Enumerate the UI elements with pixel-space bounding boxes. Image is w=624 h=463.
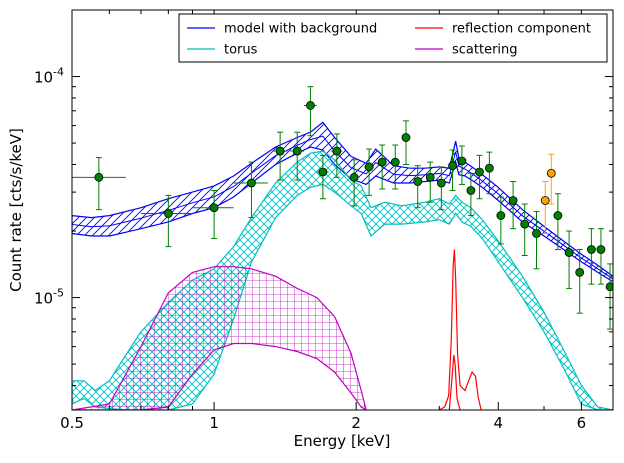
data-point	[192, 190, 234, 240]
data-marker	[532, 229, 541, 238]
data-marker	[318, 167, 328, 177]
data-marker	[332, 146, 342, 156]
data-point	[316, 154, 329, 200]
data-point	[348, 159, 360, 207]
data-point	[605, 263, 613, 330]
data-marker	[275, 146, 285, 156]
data-point	[331, 133, 343, 178]
data-point	[303, 86, 317, 137]
data-marker	[209, 203, 219, 213]
data-point	[290, 131, 304, 181]
model-center-line	[72, 135, 613, 280]
data-marker	[247, 178, 256, 188]
data-point	[496, 196, 506, 245]
data-point	[140, 194, 193, 248]
x-tick-label: 4	[494, 414, 504, 432]
data-point	[475, 154, 484, 200]
data-marker	[94, 172, 104, 182]
data-point	[272, 131, 288, 181]
data-point	[466, 172, 476, 217]
y-tick-label: 10-4	[34, 66, 64, 87]
data-point	[520, 203, 530, 257]
data-point	[72, 157, 126, 211]
data-point	[364, 148, 374, 196]
data-marker	[163, 209, 173, 218]
data-point	[413, 165, 423, 209]
data-point	[377, 144, 387, 190]
legend-label-torus: torus	[224, 43, 258, 58]
plot-frame	[71, 9, 614, 411]
data-marker	[457, 156, 467, 166]
data-marker	[292, 146, 302, 156]
data-marker	[564, 248, 574, 257]
data-marker	[496, 211, 506, 220]
data-marker	[413, 177, 423, 186]
legend-box	[178, 13, 608, 63]
y-axis-label: Count rate [cts/s/keV]	[7, 128, 25, 292]
data-marker	[596, 245, 606, 254]
data-point	[553, 193, 563, 251]
data-point	[596, 228, 606, 285]
data-point	[390, 144, 400, 190]
data-point	[564, 230, 574, 289]
data-point	[508, 181, 518, 230]
data-point	[448, 149, 457, 192]
data-marker	[540, 196, 550, 205]
data-point	[540, 181, 550, 234]
data-point	[546, 153, 556, 205]
x-tick-label: 2	[351, 414, 361, 432]
data-marker	[349, 172, 359, 182]
data-point	[457, 145, 467, 185]
data-marker	[605, 282, 613, 292]
legend-label-model: model with background	[224, 22, 377, 37]
data-point	[587, 228, 596, 285]
data-marker	[520, 219, 530, 229]
data-marker	[364, 162, 374, 172]
reflection-component-line	[439, 249, 482, 410]
y-tick-label: 10-5	[34, 287, 64, 308]
data-point	[436, 166, 446, 211]
data-marker	[425, 172, 435, 182]
x-tick-label: 6	[577, 414, 587, 432]
data-marker	[466, 186, 476, 195]
data-marker	[475, 167, 484, 177]
data-point	[233, 161, 268, 219]
data-marker	[436, 178, 446, 188]
data-marker	[553, 211, 563, 220]
x-tick-label: 0.5	[60, 414, 84, 432]
data-marker	[448, 161, 457, 171]
data-marker	[575, 267, 585, 277]
data-point	[532, 211, 541, 270]
legend-label-reflection: reflection component	[452, 22, 591, 37]
data-marker	[484, 163, 494, 173]
data-marker	[546, 168, 556, 178]
data-point	[575, 249, 585, 314]
data-marker	[401, 133, 411, 142]
data-marker	[587, 245, 596, 254]
data-marker	[508, 196, 518, 205]
data-marker	[390, 157, 400, 167]
data-marker	[306, 101, 315, 110]
x-tick-label: 1	[209, 414, 219, 432]
data-point	[425, 161, 435, 203]
data-marker	[377, 157, 387, 167]
reflection-component-line	[448, 354, 461, 410]
data-point	[484, 151, 494, 195]
x-axis-label: Energy [keV]	[294, 432, 391, 450]
data-point	[401, 120, 411, 165]
legend: model with background reflection compone…	[178, 13, 608, 63]
legend-label-scattering: scattering	[452, 43, 518, 58]
scattering-band	[72, 266, 367, 410]
